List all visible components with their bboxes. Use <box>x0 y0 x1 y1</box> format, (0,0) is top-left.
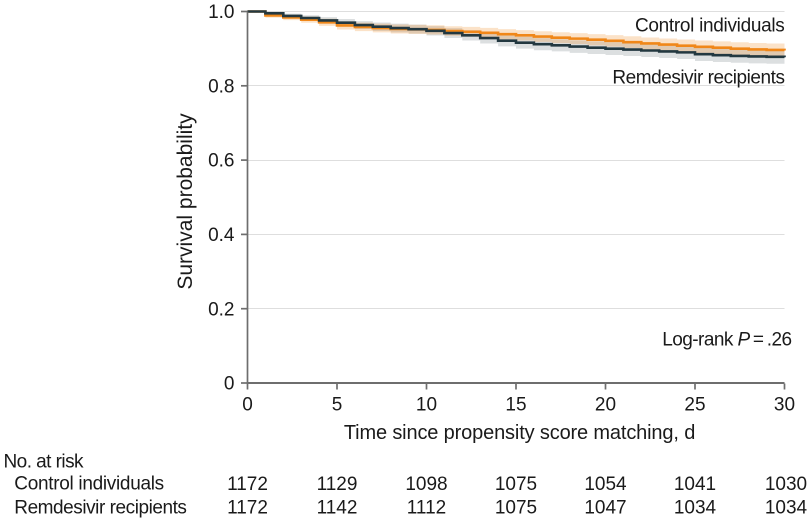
svg-text:1041: 1041 <box>674 474 716 495</box>
svg-text:Remdesivir recipients: Remdesivir recipients <box>612 68 784 89</box>
svg-text:0.8: 0.8 <box>208 76 234 97</box>
svg-text:0.2: 0.2 <box>208 299 234 320</box>
svg-text:Time since propensity score ma: Time since propensity score matching, d <box>344 422 695 444</box>
svg-text:1112: 1112 <box>407 498 446 519</box>
svg-text:0: 0 <box>224 374 235 395</box>
svg-text:Control individuals: Control individuals <box>635 15 785 36</box>
svg-text:Control individuals: Control individuals <box>14 474 164 495</box>
svg-text:1047: 1047 <box>584 498 626 519</box>
svg-text:No. at risk: No. at risk <box>4 452 85 473</box>
svg-text:1098: 1098 <box>405 474 447 495</box>
svg-text:1172: 1172 <box>227 474 268 495</box>
svg-text:5: 5 <box>332 395 343 416</box>
svg-text:30: 30 <box>774 395 795 416</box>
svg-text:15: 15 <box>505 395 526 416</box>
svg-text:1172: 1172 <box>227 498 268 519</box>
svg-text:0: 0 <box>242 395 253 416</box>
svg-text:1129: 1129 <box>317 474 358 495</box>
svg-text:10: 10 <box>416 395 437 416</box>
svg-text:1034: 1034 <box>674 498 717 519</box>
svg-text:1034: 1034 <box>765 498 808 519</box>
svg-text:25: 25 <box>684 395 705 416</box>
svg-text:1142: 1142 <box>317 498 358 519</box>
svg-text:20: 20 <box>595 395 616 416</box>
svg-text:0.4: 0.4 <box>208 225 235 246</box>
svg-text:1054: 1054 <box>584 474 627 495</box>
svg-text:1075: 1075 <box>495 474 537 495</box>
svg-text:Remdesivir recipients: Remdesivir recipients <box>14 498 186 519</box>
svg-text:Survival probability: Survival probability <box>174 113 197 290</box>
svg-text:Log-rank P = .26: Log-rank P = .26 <box>662 330 791 351</box>
svg-text:0.6: 0.6 <box>208 151 234 172</box>
svg-text:1030: 1030 <box>765 474 807 495</box>
svg-text:1.0: 1.0 <box>208 2 234 23</box>
svg-text:1075: 1075 <box>495 498 537 519</box>
